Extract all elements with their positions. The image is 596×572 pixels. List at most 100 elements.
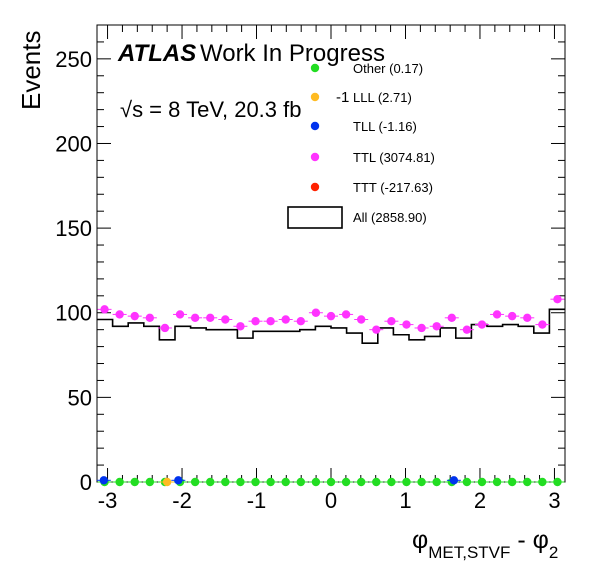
data-point [326, 477, 336, 487]
data-point [206, 477, 215, 487]
legend-marker [310, 92, 320, 102]
x-tick-label: -2 [172, 488, 192, 513]
data-point [251, 477, 260, 487]
y-tick-label: 100 [55, 301, 92, 326]
data-point [115, 310, 124, 319]
data-point [296, 317, 306, 326]
x-tick-label: -3 [98, 488, 118, 513]
data-point [477, 320, 487, 329]
data-point [432, 477, 441, 487]
data-point [356, 477, 366, 487]
data-point [100, 305, 109, 314]
legend-label: All (2858.90) [353, 210, 427, 225]
data-point [190, 477, 200, 487]
data-point [492, 477, 502, 487]
data-point [553, 295, 562, 304]
data-point [538, 477, 547, 487]
data-point [221, 315, 230, 324]
x-axis-title-sub1: MET,STVF [428, 543, 510, 562]
data-point [372, 477, 381, 487]
data-point [538, 320, 547, 329]
status-label: Work In Progress [200, 40, 385, 67]
data-point [251, 317, 260, 326]
data-point [221, 477, 230, 487]
data-point [356, 315, 366, 324]
data-point [523, 313, 532, 323]
data-point [145, 477, 155, 487]
data-point [553, 477, 562, 487]
data-point [162, 477, 172, 487]
data-point [130, 477, 139, 487]
data-point [311, 308, 321, 317]
data-point [462, 477, 472, 487]
data-point [115, 477, 124, 487]
data-point [145, 313, 155, 323]
data-point [281, 477, 290, 487]
legend-marker [310, 182, 320, 192]
x-tick-label: 2 [474, 488, 486, 513]
legend-label: LLL (2.71) [353, 90, 412, 105]
data-point [477, 477, 487, 487]
data-point [99, 476, 109, 485]
data-point [160, 323, 170, 333]
atlas-label: ATLAS [117, 40, 196, 67]
x-tick-label: 3 [548, 488, 560, 513]
legend: Other (0.17) LLL (2.71) TLL (-1.16) TTL (30… [287, 61, 435, 229]
data-point [447, 313, 456, 323]
legend-marker [310, 121, 320, 131]
data-point [296, 477, 306, 487]
y-tick-label: 250 [55, 47, 92, 72]
data-point [281, 315, 290, 324]
data-point [417, 323, 426, 333]
plot-frame [96, 24, 566, 483]
data-point [449, 476, 459, 485]
data-point [130, 311, 139, 321]
data-point [492, 310, 502, 319]
data-point [507, 311, 517, 321]
data-point [417, 477, 426, 487]
axis-ticks [97, 24, 565, 483]
data-point [311, 477, 321, 487]
data-point [523, 477, 532, 487]
data-point [326, 311, 336, 321]
data-point [387, 477, 396, 487]
x-tick-label: 0 [325, 488, 337, 513]
x-axis-title-main: φ [412, 526, 428, 554]
data-point [236, 477, 245, 487]
data-point [402, 320, 411, 329]
x-tick-label: 1 [399, 488, 411, 513]
histogram-all [96, 308, 566, 345]
tick-labels: 0 50 100 150 200 250 -3 -2 -1 0 1 2 3 [55, 47, 560, 513]
data-point [206, 313, 215, 323]
histogram-step [96, 308, 566, 345]
legend-label: TLL (-1.16) [353, 119, 417, 134]
x-axis-title-mid: - φ [510, 526, 548, 554]
data-point [372, 325, 381, 334]
y-tick-label: 0 [80, 470, 92, 495]
x-tick-label: -1 [247, 488, 267, 513]
data-point [341, 477, 351, 487]
data-point [175, 310, 185, 319]
legend-box [287, 206, 343, 229]
data-point [387, 317, 396, 326]
data-point [266, 477, 275, 487]
y-tick-label: 50 [68, 385, 92, 410]
legend-marker [310, 63, 320, 73]
x-axis-title-sub2: 2 [549, 543, 558, 562]
legend-label: Other (0.17) [353, 61, 423, 76]
x-axis-title: φMET,STVF - φ2 [412, 526, 558, 562]
data-point [432, 322, 441, 331]
legend-marker [310, 152, 320, 162]
legend-label: TTT (-217.63) [353, 180, 433, 195]
y-axis-title: Events [16, 31, 46, 111]
data-point [462, 325, 472, 334]
data-point [402, 477, 411, 487]
energy-label: √s = 8 TeV, 20.3 fb [120, 97, 302, 122]
data-point [507, 477, 517, 487]
y-tick-label: 200 [55, 131, 92, 156]
data-point [341, 310, 351, 319]
legend-label: TTL (3074.81) [353, 150, 435, 165]
energy-superscript: -1 [336, 89, 349, 106]
y-tick-label: 150 [55, 216, 92, 241]
